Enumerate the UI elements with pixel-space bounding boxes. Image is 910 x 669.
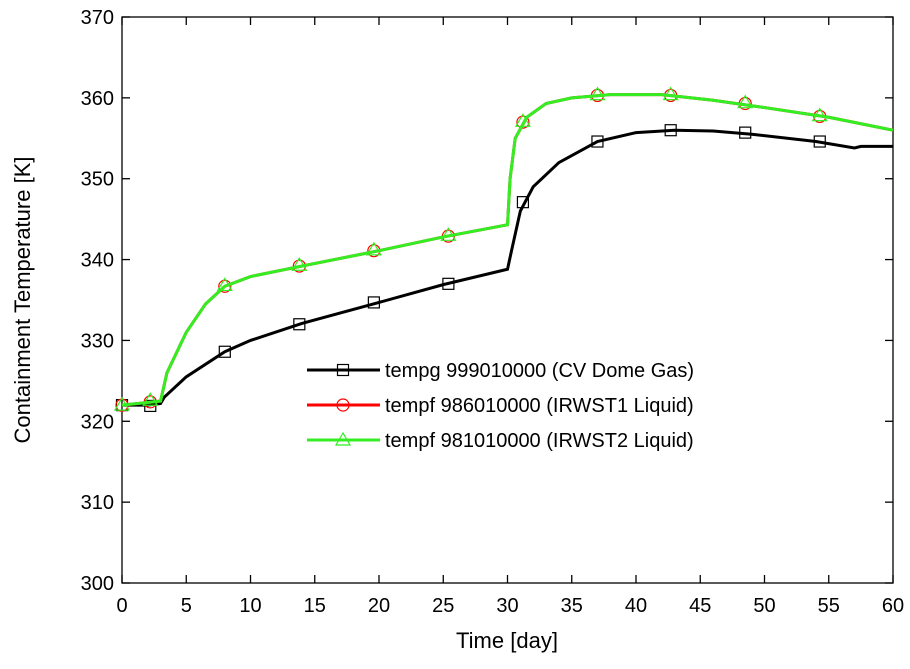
series-line [121,93,894,407]
marker [813,135,826,148]
x-tick-label: 25 [432,595,454,617]
y-tick-label: 310 [81,492,114,514]
legend-label: tempg 999010000 (CV Dome Gas) [385,360,694,382]
marker [336,398,350,412]
marker [144,399,157,413]
x-axis-label: Time [day] [456,628,558,653]
marker [514,113,531,127]
x-tick-label: 55 [818,595,840,617]
marker [218,345,231,358]
y-tick-label: 340 [81,250,114,272]
legend-label: tempf 981010000 (IRWST2 Liquid) [385,430,694,452]
y-tick-label: 320 [81,411,114,433]
marker [336,363,350,377]
x-tick-label: 30 [496,595,518,617]
x-tick-label: 40 [625,595,647,617]
y-axis-label: Containment Temperature [K] [10,157,35,444]
x-tick-label: 45 [689,595,711,617]
marker [811,107,828,122]
x-tick-label: 15 [304,595,326,617]
y-tick-label: 370 [81,7,114,29]
x-tick-label: 10 [239,595,261,617]
marker [293,318,306,331]
marker [662,86,679,101]
y-tick-label: 360 [81,88,114,110]
marker [440,227,457,241]
y-tick-label: 300 [81,573,114,595]
marker [442,277,455,290]
marker [365,241,382,256]
plot-frame [121,16,894,584]
y-tick-label: 350 [81,169,114,191]
x-tick-label: 35 [561,595,583,617]
marker [218,279,232,293]
marker [591,135,604,148]
x-tick-label: 60 [882,595,904,617]
legend-label: tempf 986010000 (IRWST1 Liquid) [385,395,694,417]
y-tick-label: 330 [81,330,114,352]
marker [113,396,131,411]
marker [516,115,530,129]
x-tick-label: 5 [181,595,192,617]
series-line [122,128,893,407]
marker [291,257,308,271]
x-tick-label: 0 [116,595,127,617]
marker [216,277,233,292]
series-line [121,93,894,407]
marker [142,392,159,406]
marker [664,124,677,137]
marker [737,94,754,109]
marker [739,126,752,139]
x-tick-label: 20 [368,595,390,617]
marker [516,196,530,209]
marker [589,86,606,101]
marker [334,431,352,446]
marker [367,296,380,309]
x-tick-label: 50 [753,595,775,617]
